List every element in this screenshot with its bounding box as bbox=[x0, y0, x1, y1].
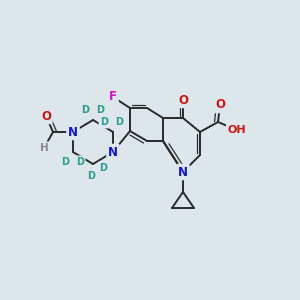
Text: D: D bbox=[100, 117, 108, 127]
Text: O: O bbox=[178, 94, 188, 106]
Text: D: D bbox=[61, 157, 69, 167]
Text: D: D bbox=[115, 117, 123, 127]
Text: O: O bbox=[41, 110, 51, 122]
Text: H: H bbox=[40, 143, 48, 153]
Text: D: D bbox=[99, 163, 107, 173]
Text: N: N bbox=[68, 125, 78, 139]
Text: N: N bbox=[108, 146, 118, 158]
Text: D: D bbox=[81, 105, 89, 115]
Text: N: N bbox=[178, 166, 188, 178]
Text: D: D bbox=[87, 171, 95, 181]
Text: D: D bbox=[76, 157, 84, 167]
Text: F: F bbox=[109, 91, 117, 103]
Text: D: D bbox=[96, 105, 104, 115]
Text: OH: OH bbox=[228, 125, 246, 135]
Text: O: O bbox=[215, 98, 225, 112]
